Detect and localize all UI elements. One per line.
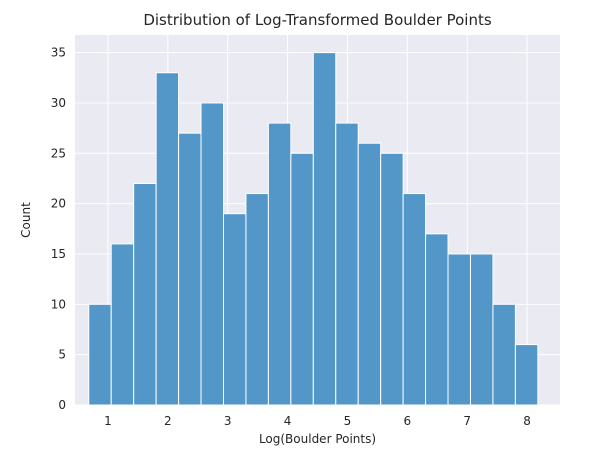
histogram-bar <box>200 102 224 406</box>
y-axis-ticks: 0 5 10 15 20 25 30 35 <box>51 46 66 412</box>
histogram-bar <box>245 193 269 406</box>
histogram-bar <box>514 344 539 406</box>
y-tick-label: 0 <box>58 398 66 412</box>
histogram-bar <box>267 122 292 406</box>
y-tick-label: 5 <box>58 348 66 362</box>
histogram-bar <box>380 152 404 406</box>
histogram-bar <box>425 233 449 406</box>
histogram-bar <box>357 142 382 406</box>
y-tick-label: 25 <box>51 146 66 160</box>
x-tick-label: 1 <box>104 414 112 428</box>
histogram-bar <box>155 72 180 406</box>
histogram-bar <box>492 303 516 406</box>
y-tick-label: 30 <box>51 96 66 110</box>
x-tick-label: 3 <box>224 414 232 428</box>
histogram-bar <box>133 183 157 406</box>
histogram-bar <box>402 193 427 406</box>
histogram-bar <box>178 132 202 406</box>
x-tick-label: 6 <box>403 414 411 428</box>
x-tick-label: 7 <box>463 414 471 428</box>
histogram-bar <box>447 253 471 406</box>
histogram-bars <box>88 52 539 406</box>
chart-title: Distribution of Log-Transformed Boulder … <box>143 11 492 29</box>
y-tick-label: 20 <box>51 197 66 211</box>
x-tick-label: 4 <box>284 414 292 428</box>
histogram-bar <box>222 213 247 406</box>
x-tick-label: 5 <box>344 414 352 428</box>
y-tick-label: 15 <box>51 247 66 261</box>
histogram-bar <box>469 253 494 406</box>
x-axis-label: Log(Boulder Points) <box>259 432 376 446</box>
histogram-bar <box>88 303 112 406</box>
x-axis-ticks: 1 2 3 4 5 6 7 8 <box>104 414 531 428</box>
y-tick-label: 10 <box>51 297 66 311</box>
histogram-bar <box>290 152 314 406</box>
x-tick-label: 2 <box>164 414 172 428</box>
histogram-bar <box>335 122 359 406</box>
y-tick-label: 35 <box>51 46 66 60</box>
histogram-bar <box>110 243 135 406</box>
y-axis-label: Count <box>19 202 33 238</box>
x-tick-label: 8 <box>523 414 531 428</box>
histogram-bar <box>312 52 337 406</box>
